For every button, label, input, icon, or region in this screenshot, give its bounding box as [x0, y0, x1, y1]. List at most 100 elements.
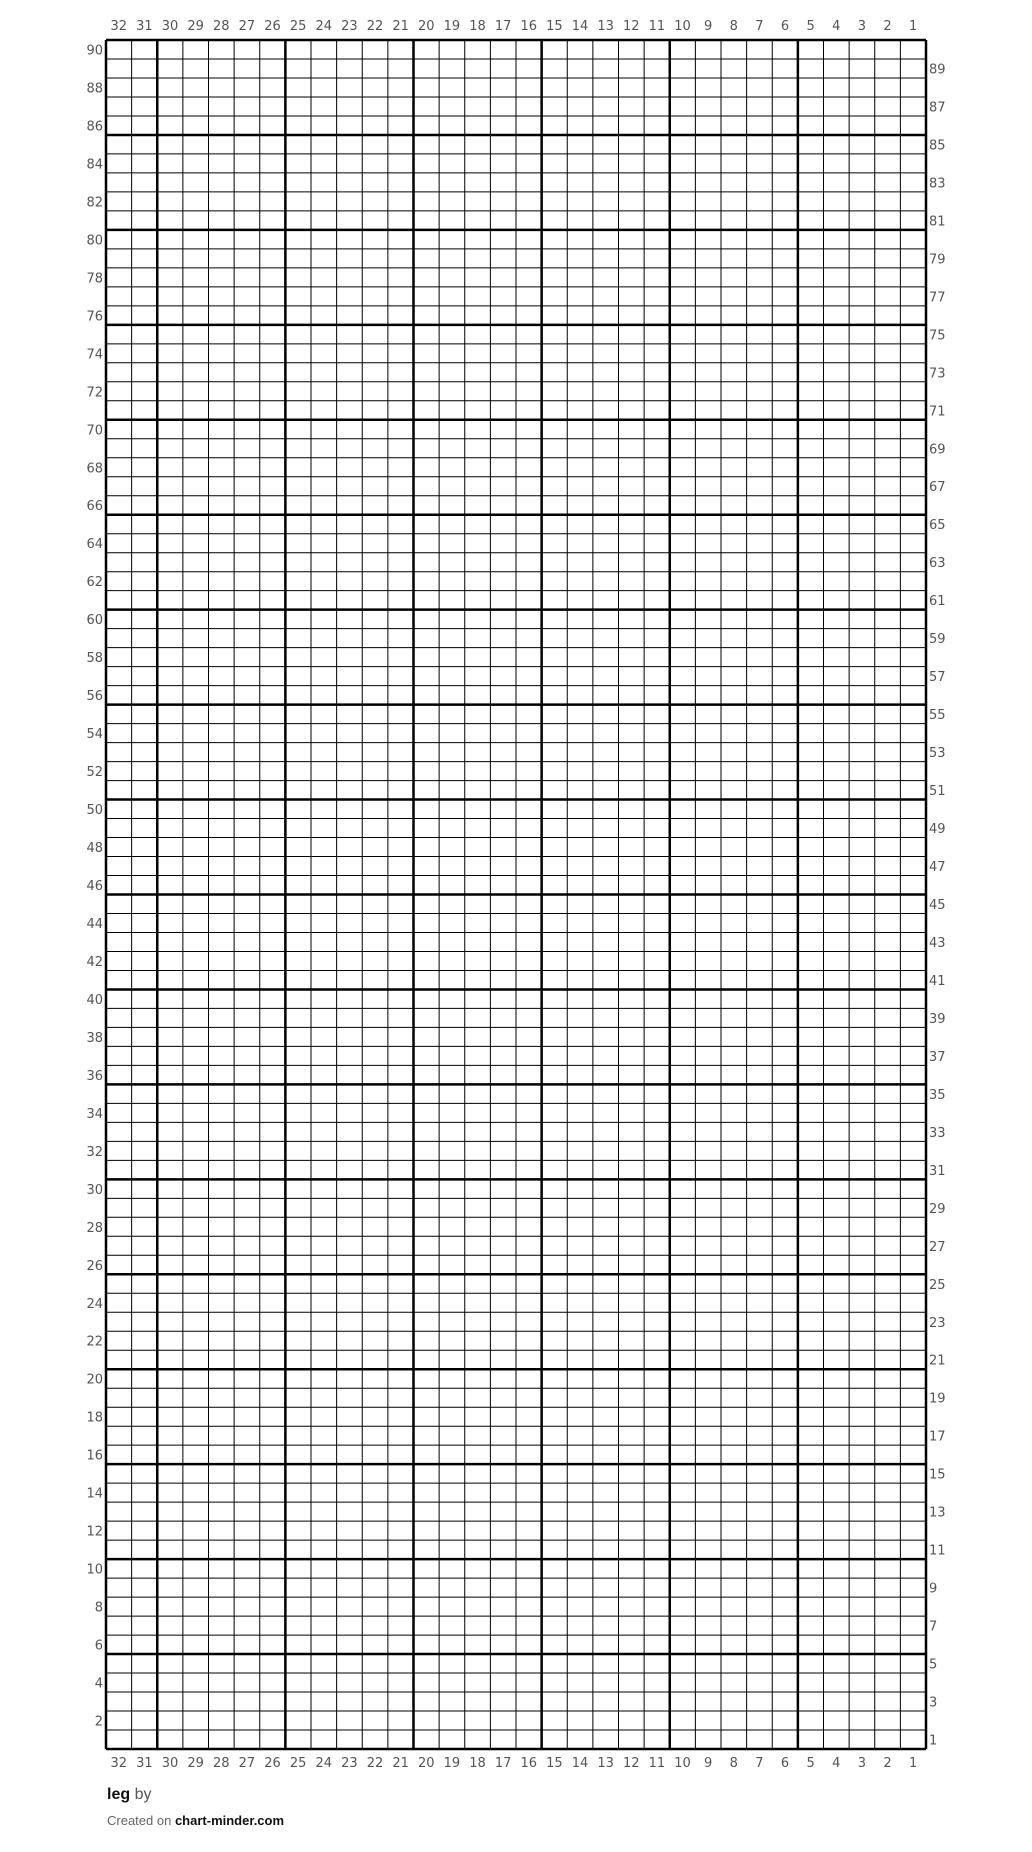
column-number-label: 2 — [883, 19, 891, 34]
row-number-label: 59 — [929, 632, 946, 647]
row-number-label: 88 — [86, 81, 103, 96]
row-number-label: 28 — [86, 1221, 103, 1236]
row-number-label: 26 — [86, 1259, 103, 1274]
row-number-label: 18 — [86, 1411, 103, 1426]
row-number-label: 40 — [86, 993, 103, 1008]
row-number-label: 19 — [929, 1392, 946, 1407]
column-number-label: 16 — [521, 19, 538, 34]
row-number-label: 15 — [929, 1468, 946, 1483]
column-number-label: 29 — [187, 1756, 204, 1771]
column-number-label: 10 — [674, 19, 691, 34]
row-number-label: 36 — [86, 1069, 103, 1084]
row-number-label: 81 — [929, 214, 946, 229]
row-number-label: 4 — [95, 1677, 103, 1692]
column-number-label: 14 — [572, 19, 589, 34]
row-number-label: 47 — [929, 860, 946, 875]
column-number-label: 11 — [649, 19, 666, 34]
column-number-label: 23 — [341, 1756, 358, 1771]
site-link[interactable]: chart-minder.com — [174, 1813, 285, 1828]
row-number-label: 45 — [929, 898, 946, 913]
chart-title-line: leg by — [107, 1786, 151, 1804]
row-number-label: 66 — [86, 499, 103, 514]
column-number-label: 4 — [832, 19, 840, 34]
column-number-label: 9 — [704, 1756, 712, 1771]
row-number-label: 79 — [929, 252, 946, 267]
row-number-label: 50 — [86, 803, 103, 818]
row-number-label: 39 — [929, 1012, 946, 1027]
column-number-label: 30 — [162, 19, 179, 34]
column-number-label: 13 — [597, 1756, 614, 1771]
column-number-label: 15 — [546, 19, 563, 34]
row-number-label: 52 — [86, 765, 103, 780]
column-number-label: 17 — [495, 1756, 512, 1771]
row-number-label: 11 — [929, 1544, 946, 1559]
column-number-label: 19 — [444, 19, 461, 34]
row-number-label: 51 — [929, 784, 946, 799]
row-number-label: 56 — [86, 689, 103, 704]
row-number-label: 54 — [86, 727, 103, 742]
column-number-label: 9 — [704, 19, 712, 34]
column-number-label: 4 — [832, 1756, 840, 1771]
column-number-label: 32 — [111, 1756, 128, 1771]
row-number-label: 86 — [86, 119, 103, 134]
column-number-label: 18 — [469, 19, 486, 34]
row-number-label: 24 — [86, 1297, 103, 1312]
row-number-label: 23 — [929, 1316, 946, 1331]
row-number-label: 38 — [86, 1031, 103, 1046]
credit-line: Created on chart-minder.com — [107, 1813, 284, 1828]
row-number-label: 75 — [929, 328, 946, 343]
row-number-label: 6 — [95, 1639, 103, 1654]
row-number-label: 34 — [86, 1107, 103, 1122]
row-number-label: 73 — [929, 366, 946, 381]
row-number-label: 82 — [86, 195, 103, 210]
column-number-label: 5 — [807, 1756, 815, 1771]
row-number-label: 46 — [86, 879, 103, 894]
column-number-label: 11 — [649, 1756, 666, 1771]
row-number-label: 8 — [95, 1601, 103, 1616]
row-number-label: 48 — [86, 841, 103, 856]
column-number-label: 26 — [264, 19, 281, 34]
column-number-label: 20 — [418, 19, 435, 34]
chart-title: leg — [107, 1786, 131, 1803]
row-number-label: 70 — [86, 423, 103, 438]
row-number-label: 74 — [86, 347, 103, 362]
row-number-label: 12 — [86, 1525, 103, 1540]
column-number-label: 19 — [444, 1756, 461, 1771]
knitting-chart-grid: 3232313130302929282827272626252524242323… — [86, 19, 946, 1771]
column-number-label: 6 — [781, 1756, 789, 1771]
row-number-label: 63 — [929, 556, 946, 571]
row-number-label: 5 — [929, 1658, 937, 1673]
column-number-label: 27 — [239, 19, 256, 34]
row-number-label: 83 — [929, 176, 946, 191]
row-number-label: 14 — [86, 1487, 103, 1502]
row-number-label: 78 — [86, 271, 103, 286]
row-number-label: 61 — [929, 594, 946, 609]
column-number-label: 27 — [239, 1756, 256, 1771]
column-number-label: 14 — [572, 1756, 589, 1771]
byline: by — [134, 1786, 152, 1803]
row-number-label: 55 — [929, 708, 946, 723]
column-number-label: 7 — [755, 19, 763, 34]
column-number-label: 12 — [623, 19, 640, 34]
row-number-label: 69 — [929, 442, 946, 457]
row-number-label: 16 — [86, 1449, 103, 1464]
row-number-label: 53 — [929, 746, 946, 761]
column-number-label: 20 — [418, 1756, 435, 1771]
row-number-label: 67 — [929, 480, 946, 495]
row-number-label: 37 — [929, 1050, 946, 1065]
row-number-label: 62 — [86, 575, 103, 590]
column-number-label: 13 — [597, 19, 614, 34]
column-number-label: 29 — [187, 19, 204, 34]
row-number-label: 41 — [929, 974, 946, 989]
row-number-label: 7 — [929, 1620, 937, 1635]
row-number-label: 43 — [929, 936, 946, 951]
column-number-label: 5 — [807, 19, 815, 34]
row-number-label: 64 — [86, 537, 103, 552]
column-number-label: 3 — [858, 1756, 866, 1771]
column-number-label: 1 — [909, 1756, 917, 1771]
row-number-label: 89 — [929, 62, 946, 77]
column-number-label: 21 — [392, 1756, 409, 1771]
row-number-label: 1 — [929, 1734, 937, 1749]
row-number-label: 87 — [929, 100, 946, 115]
column-number-label: 26 — [264, 1756, 281, 1771]
